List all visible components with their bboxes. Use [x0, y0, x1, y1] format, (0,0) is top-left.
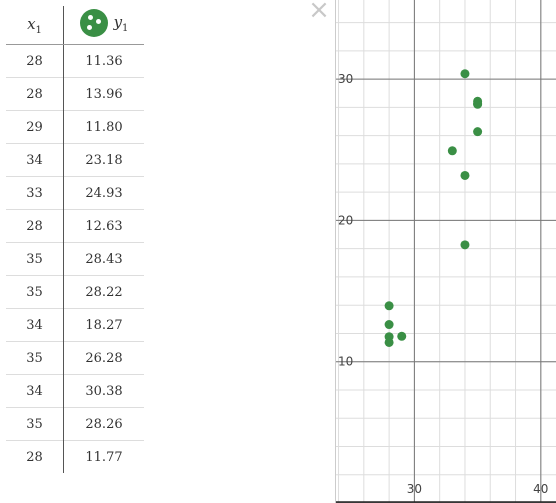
x-cell[interactable]: 35 — [6, 242, 64, 276]
data-point[interactable] — [447, 146, 457, 156]
x-cell[interactable]: 35 — [6, 341, 64, 375]
table-row: 34 23.18 — [6, 143, 144, 177]
y-cell[interactable]: 12.63 — [63, 209, 144, 243]
y-cell[interactable]: 11.77 — [63, 440, 144, 473]
table-body: 28 11.36 28 13.96 29 11.80 34 23.18 33 24.93 28 12.… — [6, 44, 144, 473]
data-table: x1 y1 28 11.36 28 13.96 29 11.80 34 23.18 33 24.9… — [6, 6, 144, 473]
x-tick-label: 30 — [407, 482, 422, 496]
x-cell[interactable]: 33 — [6, 176, 64, 210]
y-tick-label: 30 — [338, 72, 353, 86]
close-icon[interactable]: × — [308, 0, 330, 25]
table-row: 28 13.96 — [6, 77, 144, 111]
x-cell[interactable]: 28 — [6, 440, 64, 473]
y-cell[interactable]: 28.26 — [63, 407, 144, 441]
y-cell[interactable]: 26.28 — [63, 341, 144, 375]
data-point[interactable] — [460, 170, 470, 180]
table-row: 29 11.80 — [6, 110, 144, 144]
x-cell[interactable]: 35 — [6, 275, 64, 309]
data-point[interactable] — [384, 320, 394, 330]
graph-paper[interactable]: 30 40 10 20 30 — [336, 0, 556, 503]
table-row: 28 11.77 — [6, 440, 144, 473]
y-cell[interactable]: 28.43 — [63, 242, 144, 276]
y-tick-label: 10 — [338, 355, 353, 369]
table-row: 35 28.22 — [6, 275, 144, 309]
y-cell[interactable]: 11.36 — [63, 44, 144, 78]
x-column-header[interactable]: x1 — [6, 6, 64, 45]
data-point[interactable] — [460, 240, 470, 250]
y-cell[interactable]: 18.27 — [63, 308, 144, 342]
expression-table-panel: × x1 y1 28 11.36 28 13.96 29 11.80 34 23.18 33 24… — [6, 0, 336, 503]
table-row: 28 11.36 — [6, 44, 144, 78]
y-tick-label: 20 — [338, 213, 353, 227]
x-cell[interactable]: 28 — [6, 77, 64, 111]
table-row: 33 24.93 — [6, 176, 144, 210]
y-cell[interactable]: 28.22 — [63, 275, 144, 309]
data-point[interactable] — [460, 69, 470, 79]
table-row: 28 12.63 — [6, 209, 144, 243]
data-point[interactable] — [473, 99, 483, 109]
y-column-header[interactable]: y1 — [63, 6, 144, 45]
x-cell[interactable]: 28 — [6, 209, 64, 243]
y-cell[interactable]: 23.18 — [63, 143, 144, 177]
x-cell[interactable]: 28 — [6, 44, 64, 78]
y-cell[interactable]: 11.80 — [63, 110, 144, 144]
y-cell[interactable]: 24.93 — [63, 176, 144, 210]
data-point[interactable] — [384, 301, 394, 311]
x-tick-label: 40 — [533, 482, 548, 496]
data-point[interactable] — [384, 332, 394, 342]
x-cell[interactable]: 34 — [6, 143, 64, 177]
x-cell[interactable]: 34 — [6, 374, 64, 408]
x-cell[interactable]: 29 — [6, 110, 64, 144]
y-cell[interactable]: 30.38 — [63, 374, 144, 408]
data-point[interactable] — [397, 331, 407, 341]
scatter-points-icon[interactable] — [79, 9, 108, 37]
x-cell[interactable]: 34 — [6, 308, 64, 342]
y-cell[interactable]: 13.96 — [63, 77, 144, 111]
table-row: 35 26.28 — [6, 341, 144, 375]
table-row: 34 18.27 — [6, 308, 144, 342]
data-point[interactable] — [473, 127, 483, 137]
table-row: 34 30.38 — [6, 374, 144, 408]
x-cell[interactable]: 35 — [6, 407, 64, 441]
table-row: 35 28.43 — [6, 242, 144, 276]
table-row: 35 28.26 — [6, 407, 144, 441]
